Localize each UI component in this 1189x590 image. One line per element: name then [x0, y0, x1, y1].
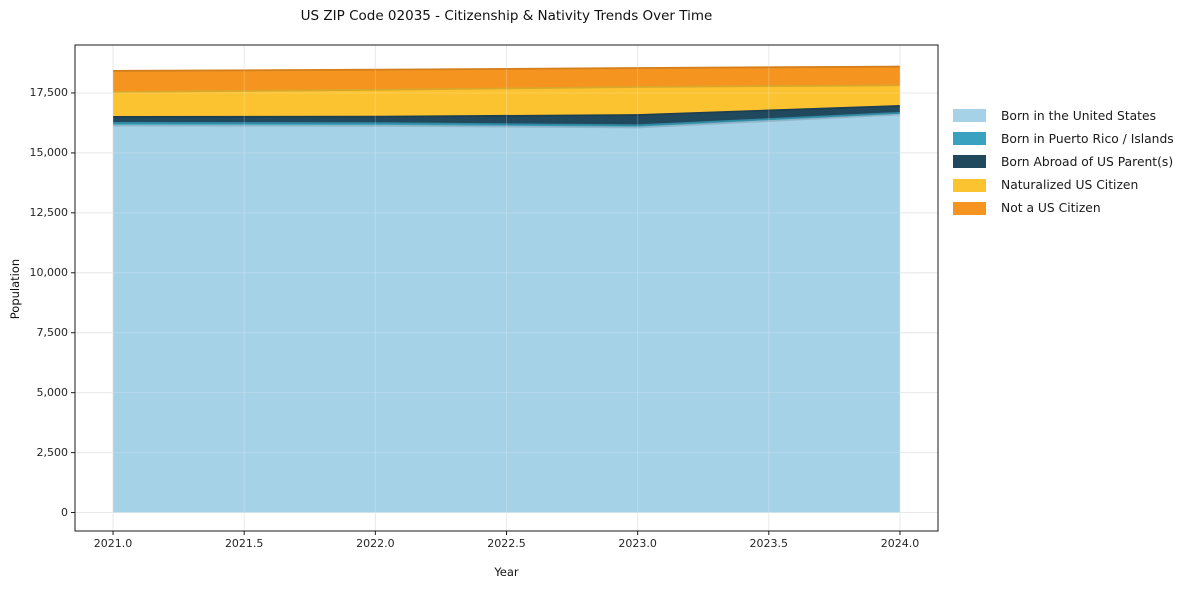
- y-axis-label: Population: [8, 258, 22, 320]
- y-tick-label: 0: [61, 505, 68, 519]
- x-axis-label: Year: [494, 565, 519, 579]
- legend: Born in the United States Born in Puerto …: [953, 104, 1174, 220]
- legend-item: Born in the United States: [953, 104, 1174, 127]
- legend-label: Born Abroad of US Parent(s): [1001, 154, 1174, 169]
- y-tick-label: 5,000: [36, 385, 69, 399]
- legend-label: Not a US Citizen: [1001, 201, 1101, 216]
- legend-item: Born Abroad of US Parent(s): [953, 150, 1174, 173]
- legend-swatch: [953, 109, 986, 123]
- legend-swatch: [953, 155, 986, 169]
- y-tick-label: 2,500: [36, 445, 69, 459]
- legend-swatch: [953, 132, 986, 146]
- y-tick-label: 17,500: [29, 85, 69, 99]
- y-tick-label: 10,000: [29, 265, 69, 279]
- legend-item: Naturalized US Citizen: [953, 174, 1174, 197]
- legend-item: Born in Puerto Rico / Islands: [953, 127, 1174, 150]
- x-tick-label: 2021.5: [224, 537, 264, 550]
- x-tick-label: 2022.0: [356, 537, 395, 550]
- legend-label: Naturalized US Citizen: [1001, 178, 1139, 193]
- legend-swatch: [953, 178, 986, 192]
- x-tick-label: 2023.0: [618, 537, 657, 550]
- x-tick-label: 2024.0: [880, 537, 920, 550]
- chart-title: US ZIP Code 02035 - Citizenship & Nativi…: [300, 8, 713, 24]
- x-tick-label: 2023.5: [749, 537, 789, 550]
- legend-label: Born in the United States: [1001, 108, 1156, 123]
- legend-item: Not a US Citizen: [953, 197, 1174, 220]
- legend-swatch: [953, 201, 986, 215]
- y-tick-label: 7,500: [36, 325, 69, 339]
- x-tick-label: 2022.5: [487, 537, 526, 550]
- y-tick-label: 12,500: [29, 205, 69, 219]
- x-tick-label: 2021.0: [93, 537, 133, 550]
- y-tick-label: 15,000: [29, 145, 69, 159]
- legend-label: Born in Puerto Rico / Islands: [1001, 131, 1174, 146]
